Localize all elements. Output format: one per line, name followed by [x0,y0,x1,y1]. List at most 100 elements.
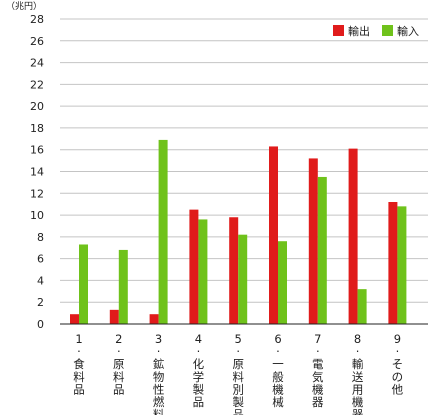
y-tick-label: 20 [30,100,44,113]
gridlines [60,18,428,303]
x-label-char: 用 [352,382,364,396]
y-tick-label: 8 [37,231,44,244]
x-label-char: 機 [312,382,324,396]
bar-import-5 [238,234,248,324]
x-label-char: 2 [115,332,122,346]
bar-export-9 [388,202,398,324]
x-label-char: 7 [314,332,321,346]
bar-export-7 [308,158,318,324]
x-label-char: そ [392,357,404,371]
x-label-char: 械 [272,395,284,409]
x-label-char: 他 [392,382,404,396]
x-label-char: 器 [352,408,364,415]
x-label-char: · [276,345,280,359]
y-tick-label: 24 [30,57,44,70]
x-label-char: 5 [235,332,242,346]
x-label-char: 品 [193,395,205,409]
bar-export-4 [189,209,199,324]
y-tick-label: 22 [30,78,44,91]
bar-import-4 [198,219,208,324]
x-label-char: · [396,345,400,359]
bar-import-9 [397,206,407,324]
x-label-char: 品 [113,382,125,396]
x-label-char: · [236,345,240,359]
x-label-char: 製 [193,382,205,396]
x-label-char: 機 [352,395,364,409]
bar-import-1 [79,244,88,324]
x-label-char: 機 [272,382,284,396]
x-label-char: 性 [153,382,165,396]
y-tick-label: 28 [30,13,44,26]
x-label-char: 品 [73,382,85,396]
bar-export-8 [348,148,358,324]
x-label-char: 原 [232,357,244,371]
x-label-char: 送 [352,370,364,384]
x-label-char: 食 [73,357,85,371]
x-label-char: 別 [232,382,244,396]
y-unit-label: （兆円） [6,1,42,12]
bar-export-5 [229,217,239,324]
bar-import-8 [357,289,367,324]
bar-import-3 [158,139,168,324]
y-tick-label: 2 [37,296,44,309]
x-label-char: 6 [274,332,281,346]
x-label-char: 物 [153,370,165,384]
x-label-char: 4 [195,332,202,346]
x-label-char: · [117,345,121,359]
y-tick-label: 14 [30,166,44,179]
y-tick-label: 12 [30,187,44,200]
legend-label-export: 輸出 [348,24,370,38]
x-label-char: 3 [155,332,162,346]
x-label-char: 般 [272,370,284,384]
x-label-char: · [157,345,161,359]
x-label-char: 輸 [352,357,364,371]
y-tick-label: 4 [37,274,44,287]
x-label-char: 鉱 [153,357,165,371]
x-label-char: 品 [232,408,244,415]
y-tick-label: 18 [30,122,44,135]
legend-swatch-export [333,25,344,36]
bar-import-7 [317,176,327,324]
x-label-char: 一 [272,357,284,371]
x-label-char: 8 [354,332,361,346]
y-tick-label: 16 [30,144,44,157]
legend-swatch-import [382,25,393,36]
x-category-label: 1·食料品 [73,332,85,396]
x-label-char: · [316,345,320,359]
x-label-char: 燃 [153,395,165,409]
y-tick-label: 0 [37,318,44,331]
x-label-char: 料 [113,370,125,384]
x-label-char: 製 [232,395,244,409]
x-label-char: 料 [153,408,165,415]
bar-export-2 [109,309,119,324]
bar-import-2 [118,249,128,324]
legend-label-import: 輸入 [397,24,419,38]
bars [70,139,407,324]
x-label-char: 気 [312,370,324,384]
x-label-char: 原 [113,357,125,371]
x-label-char: · [356,345,360,359]
bar-export-6 [269,146,278,324]
x-label-char: 電 [312,357,324,371]
x-tick-labels: 1·食料品2·原料品3·鉱物性燃料4·化学製品5·原料別製品6·一般機械7·電気… [73,332,403,415]
x-label-char: · [197,345,201,359]
x-category-label: 9·その他 [392,332,404,396]
x-label-char: 化 [193,357,205,371]
x-category-label: 2·原料品 [113,332,125,396]
bar-import-6 [278,241,287,324]
x-label-char: 9 [394,332,401,346]
bar-export-3 [149,314,159,324]
y-tick-label: 6 [37,253,44,266]
x-label-char: の [392,370,404,384]
legend: 輸出 輸入 [333,24,419,38]
x-label-char: 学 [193,370,205,384]
x-label-char: 料 [232,370,244,384]
x-label-char: 1 [75,332,82,346]
